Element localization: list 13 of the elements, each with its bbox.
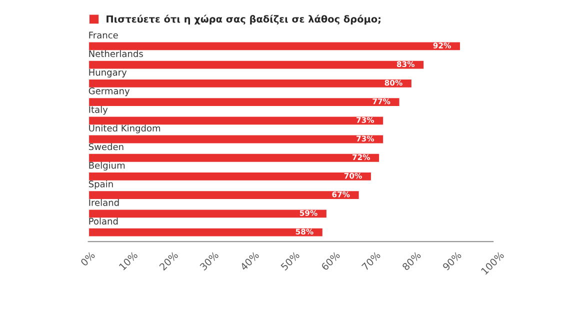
y-tick-label: Spain <box>88 180 113 190</box>
y-tick-label: France <box>89 32 118 39</box>
x-tick-label: 0% <box>80 251 96 266</box>
y-tick-label: Ireland <box>89 198 119 206</box>
y-tick-label: Belgium <box>89 162 125 171</box>
y-tick-label: Netherlands <box>89 50 143 58</box>
y-tick-label: Germany <box>88 88 130 96</box>
y-tick-label: United Kingdom <box>89 124 160 134</box>
y-tick-label: Hungary <box>89 69 127 78</box>
legend-label: Πιστεύετε ότι η χώρα σας βαδίζει σε λάθος δρόμο; <box>106 14 380 25</box>
y-tick-label: Italy <box>89 106 108 115</box>
y-tick-label: Poland <box>89 218 118 225</box>
y-tick-label: Sweden <box>88 143 124 150</box>
